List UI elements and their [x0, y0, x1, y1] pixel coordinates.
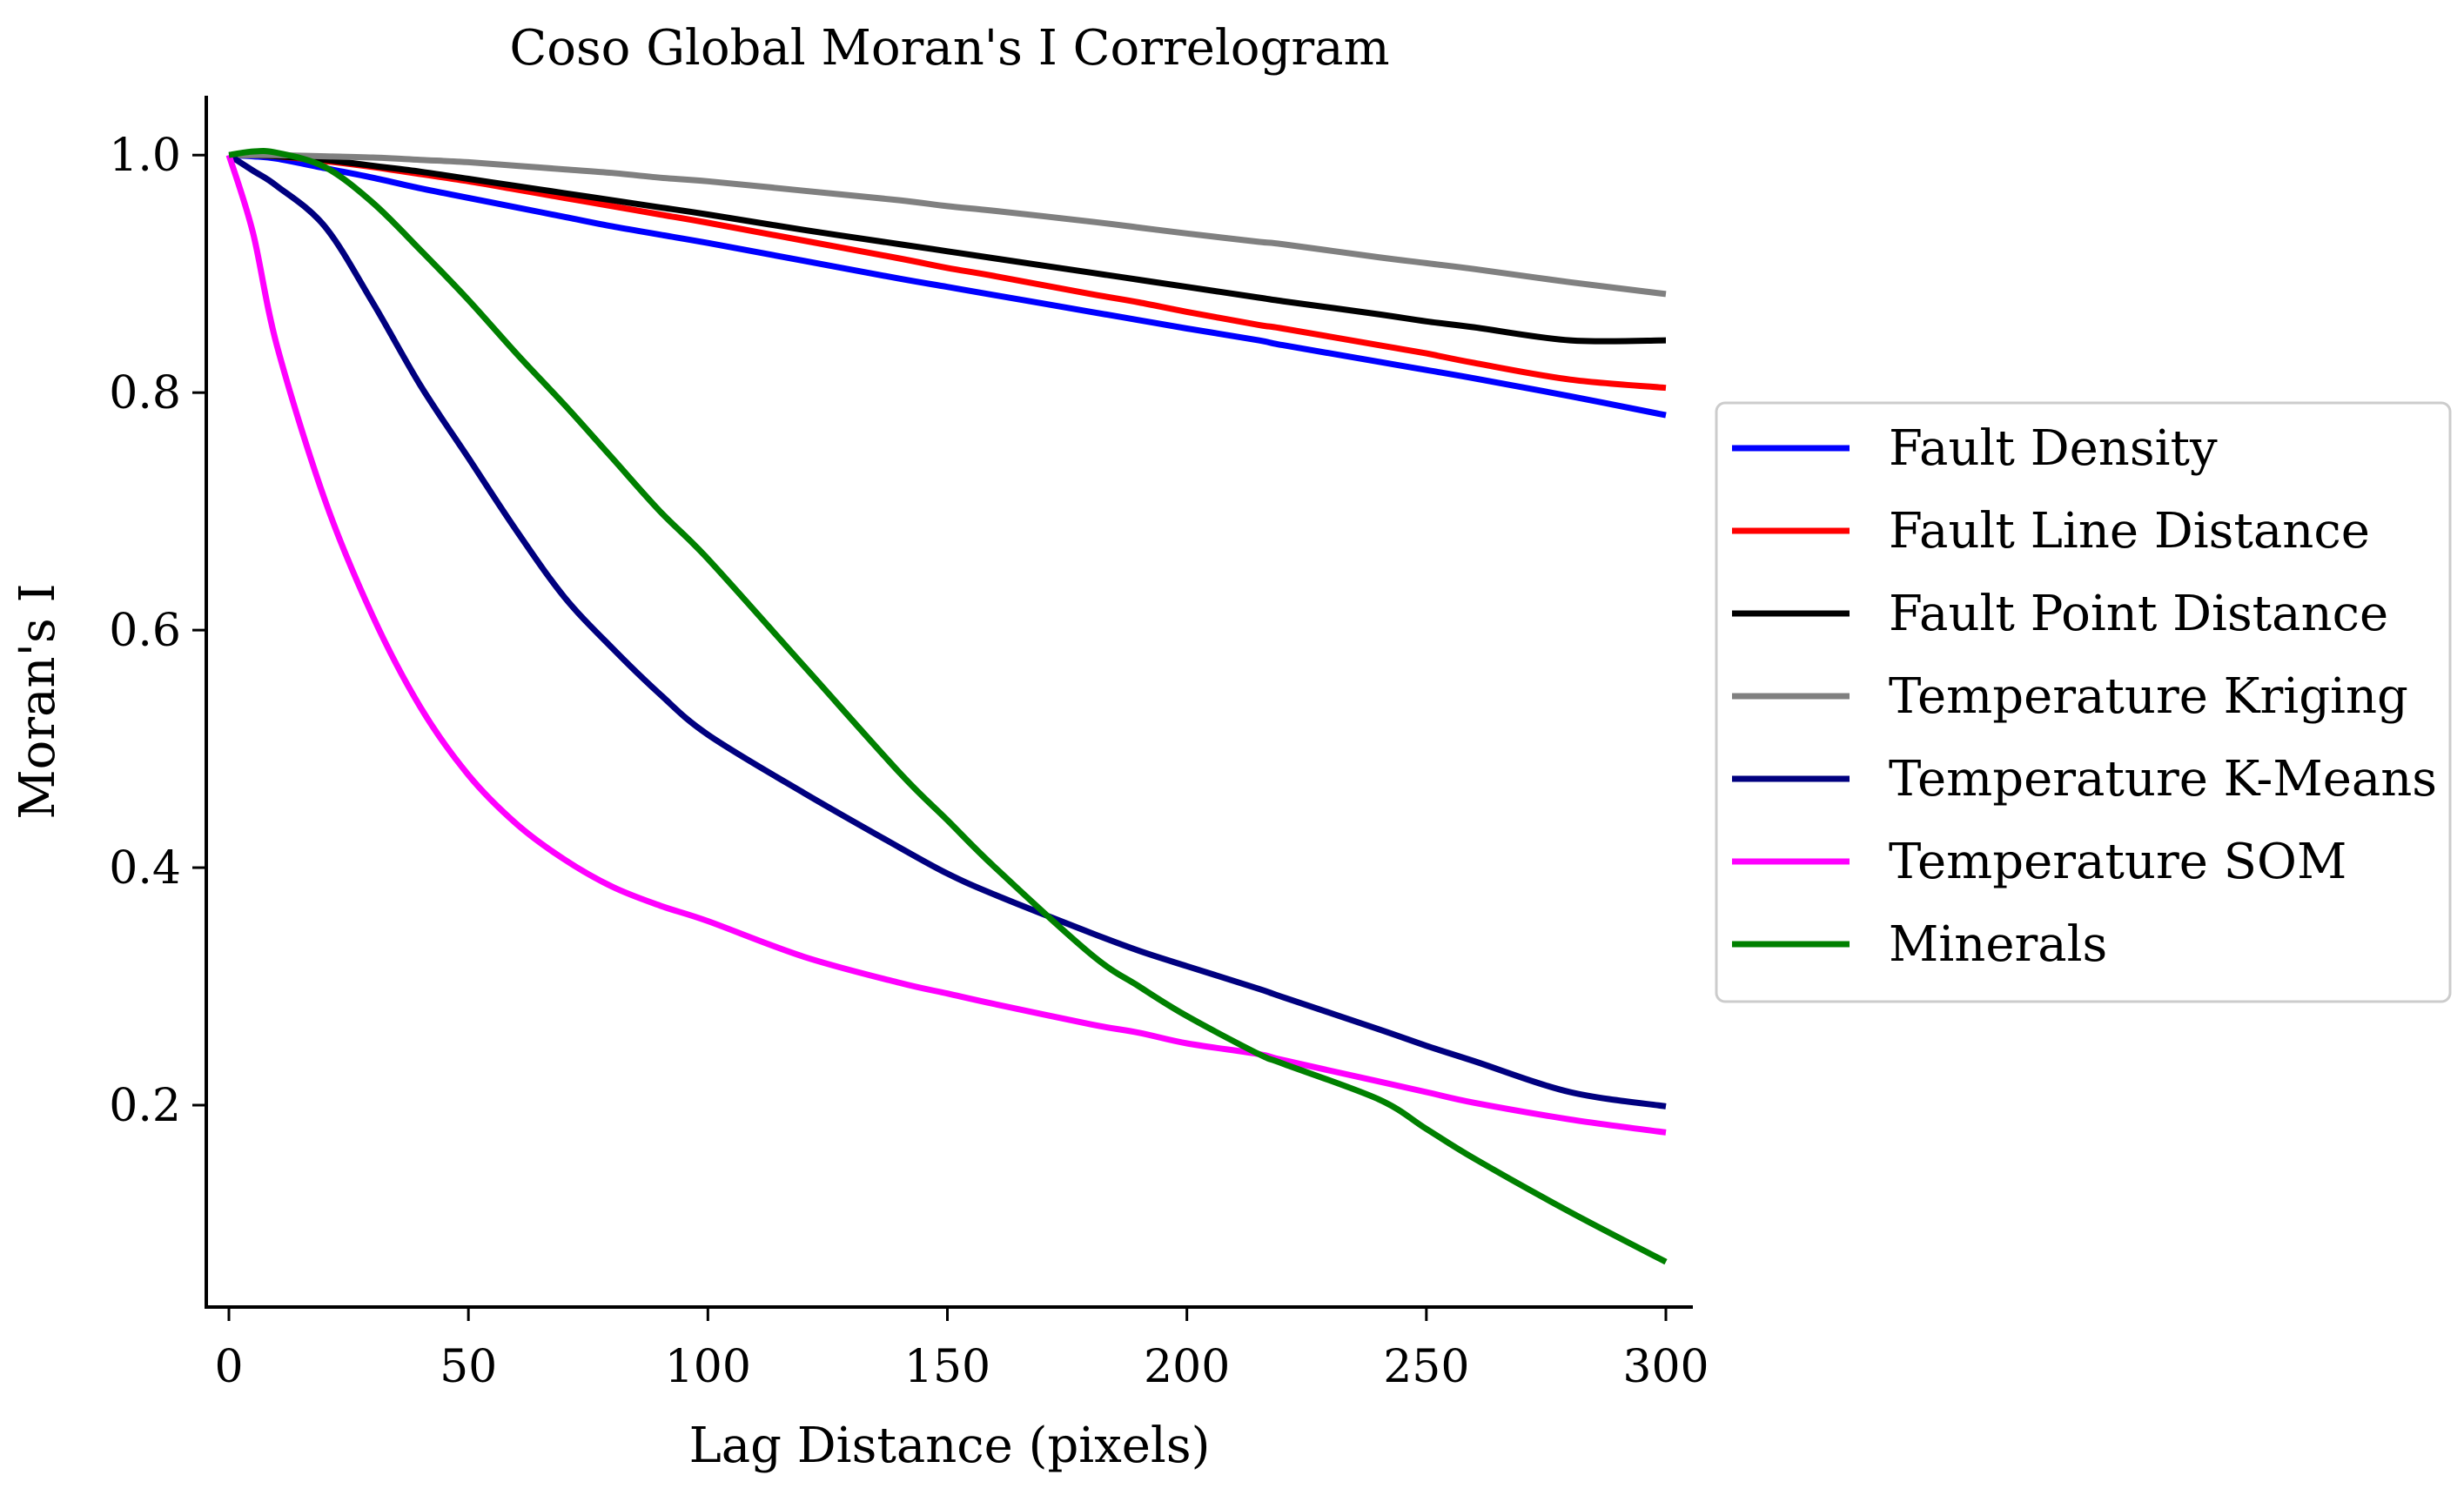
x-tick-label: 150: [904, 1341, 990, 1393]
legend: Fault Density Fault Line Distance Fault Po…: [1715, 401, 2452, 1003]
x-tick-label: 50: [440, 1341, 497, 1393]
x-tick-label: 0: [214, 1341, 243, 1393]
legend-label-temperature-k-means: Temperature K-Means: [1889, 751, 2437, 808]
y-tick-label: 0.6: [109, 605, 181, 657]
legend-label-temperature-kriging: Temperature Kriging: [1889, 668, 2408, 725]
y-tick-label: 0.8: [109, 367, 181, 419]
series-line-minerals: [228, 148, 1668, 1265]
legend-label-fault-line-distance: Fault Line Distance: [1889, 503, 2370, 560]
chart-title: Coso Global Moran's I Correlogram: [509, 20, 1389, 77]
series-line-temperature-kriging: [229, 151, 1667, 298]
y-tick-label: 0.2: [109, 1080, 181, 1132]
x-tick-label: 250: [1383, 1341, 1469, 1393]
series-line-fault-density: [228, 151, 1667, 419]
x-tick-label: 200: [1144, 1341, 1230, 1393]
series-line-fault-point-distance: [228, 151, 1667, 345]
legend-frame: [1715, 401, 2452, 1003]
series-line-temperature-som: [225, 154, 1667, 1136]
x-tick-label: 300: [1622, 1341, 1709, 1393]
legend-label-minerals: Minerals: [1889, 916, 2107, 973]
legend-label-temperature-som: Temperature SOM: [1889, 834, 2347, 890]
x-axis-ticks: 0 50 100 150 200 250 300: [214, 1307, 1709, 1393]
y-axis-label: Moran's I: [10, 583, 66, 819]
series-group: [225, 148, 1668, 1265]
x-axis-label: Lag Distance (pixels): [689, 1418, 1211, 1474]
series-line-temperature-k-means: [227, 152, 1667, 1110]
y-axis-ticks: 0.2 0.4 0.6 0.8 1.0: [109, 130, 206, 1132]
x-tick-label: 100: [665, 1341, 751, 1393]
legend-label-fault-point-distance: Fault Point Distance: [1889, 586, 2388, 642]
y-tick-label: 1.0: [109, 130, 181, 182]
y-tick-label: 0.4: [109, 842, 181, 895]
legend-label-fault-density: Fault Density: [1889, 420, 2218, 477]
